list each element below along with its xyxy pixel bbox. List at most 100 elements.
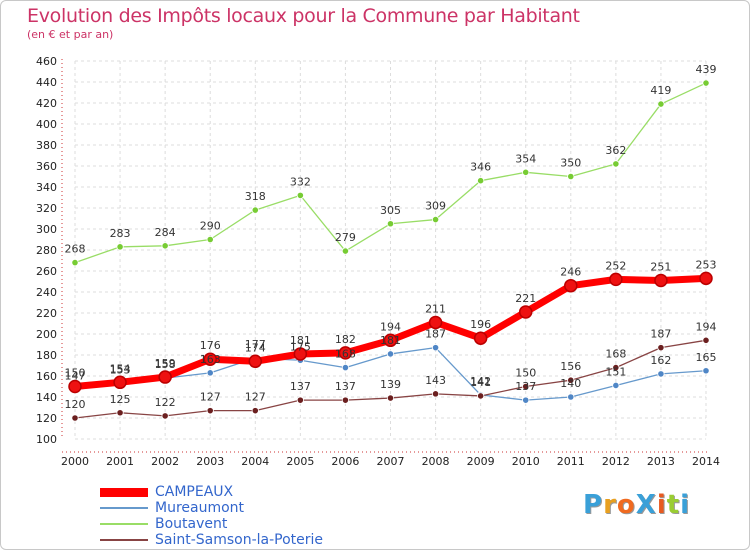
- x-tick-label: 2000: [61, 455, 89, 468]
- data-point: [522, 396, 530, 404]
- data-point: [338, 346, 353, 360]
- data-point: [612, 381, 620, 390]
- data-point: [203, 352, 217, 366]
- y-tick-label: 160: [36, 370, 57, 383]
- logo-letter: r: [603, 490, 617, 520]
- data-point: [161, 412, 169, 420]
- data-label: 159: [155, 357, 176, 370]
- y-tick-label: 440: [36, 76, 57, 89]
- data-point: [293, 347, 308, 361]
- data-point: [477, 392, 485, 400]
- data-point: [612, 160, 620, 168]
- data-label: 147: [65, 370, 86, 383]
- data-point: [567, 393, 575, 401]
- data-label: 284: [155, 226, 176, 239]
- data-point: [702, 367, 710, 375]
- legend-label: Saint-Samson-la-Poterie: [155, 532, 324, 548]
- y-tick-label: 260: [36, 265, 57, 278]
- logo-letter: P: [583, 490, 604, 520]
- data-label: 221: [515, 292, 536, 305]
- data-label: 150: [65, 367, 86, 380]
- data-label: 181: [380, 334, 401, 347]
- data-label: 143: [425, 374, 446, 387]
- data-label: 309: [425, 200, 446, 213]
- data-label: 158: [155, 358, 176, 371]
- y-tick-label: 120: [36, 412, 57, 425]
- y-tick-label: 100: [36, 433, 57, 446]
- legend-label: Mureaumont: [155, 500, 245, 516]
- data-point: [702, 79, 710, 87]
- y-tick-label: 200: [36, 328, 57, 341]
- legend-item: Saint-Samson-la-Poterie: [100, 532, 360, 548]
- data-point: [428, 315, 443, 330]
- data-point: [251, 407, 259, 415]
- data-point: [654, 273, 668, 288]
- data-point: [612, 363, 620, 372]
- data-label: 137: [335, 380, 356, 393]
- y-tick-label: 280: [36, 244, 57, 257]
- x-tick-label: 2001: [106, 455, 134, 468]
- legend-swatch: [100, 523, 148, 525]
- data-point: [116, 409, 124, 417]
- data-label: 156: [560, 360, 581, 373]
- data-point: [567, 172, 575, 181]
- x-tick-label: 2003: [196, 455, 224, 468]
- data-point: [116, 243, 124, 251]
- x-tick-label: 2002: [151, 455, 179, 468]
- chart-title: Evolution des Impôts locaux pour la Comm…: [27, 5, 580, 27]
- data-label: 354: [515, 152, 536, 165]
- data-label: 120: [65, 398, 86, 411]
- y-tick-label: 380: [36, 139, 57, 152]
- y-tick-label: 140: [36, 391, 57, 404]
- data-label: 211: [425, 302, 446, 315]
- data-label: 332: [290, 175, 311, 188]
- data-label: 182: [335, 333, 356, 346]
- data-point: [296, 191, 304, 199]
- legend-swatch: [100, 539, 148, 541]
- data-label: 168: [605, 348, 626, 361]
- data-label: 246: [560, 266, 581, 279]
- data-label: 187: [425, 328, 446, 341]
- data-label: 153: [110, 363, 131, 376]
- proxiti-logo: ProXiti: [583, 490, 690, 520]
- data-label: 137: [290, 380, 311, 393]
- data-label: 252: [605, 259, 626, 272]
- y-tick-label: 340: [36, 181, 57, 194]
- data-point: [68, 379, 82, 394]
- data-label: 290: [200, 220, 221, 233]
- data-label: 268: [65, 243, 86, 256]
- legend-label: Boutavent: [155, 516, 228, 532]
- y-tick-label: 220: [36, 307, 57, 320]
- data-point: [473, 331, 488, 345]
- data-point: [657, 344, 665, 352]
- x-tick-label: 2013: [647, 455, 675, 468]
- y-tick-label: 320: [36, 202, 57, 215]
- x-tick-label: 2005: [286, 455, 314, 468]
- y-tick-label: 420: [36, 97, 57, 110]
- data-label: 350: [560, 157, 581, 170]
- data-label: 151: [605, 365, 626, 378]
- data-label: 175: [290, 340, 311, 353]
- y-tick-label: 360: [36, 160, 57, 173]
- data-label: 283: [110, 227, 131, 240]
- logo-letter: X: [635, 490, 657, 520]
- data-label: 154: [110, 362, 131, 375]
- data-label: 318: [245, 190, 266, 203]
- legend-label: CAMPEAUX: [155, 484, 234, 500]
- data-label: 419: [650, 84, 671, 97]
- y-tick-label: 240: [36, 286, 57, 299]
- data-label: 362: [605, 144, 626, 157]
- data-point: [113, 375, 127, 390]
- x-tick-label: 2008: [422, 455, 450, 468]
- data-label: 194: [696, 320, 717, 333]
- data-point: [296, 396, 304, 404]
- data-label: 305: [380, 204, 401, 217]
- data-label: 253: [696, 258, 717, 271]
- data-label: 187: [650, 328, 671, 341]
- data-point: [702, 336, 710, 344]
- data-label: 168: [335, 348, 356, 361]
- data-label: 279: [335, 231, 356, 244]
- x-tick-label: 2009: [467, 455, 495, 468]
- data-point: [251, 206, 259, 214]
